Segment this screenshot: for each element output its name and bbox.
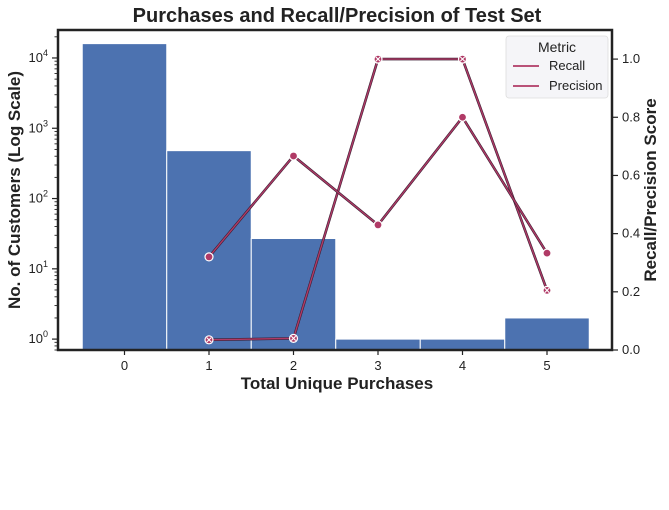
point-marker-precision [204, 252, 214, 262]
bars-layer [81, 43, 590, 351]
bar-1 [166, 150, 252, 351]
point-recall-3 [373, 54, 383, 64]
point-precision-4 [457, 112, 468, 122]
y-left-axis-title: No. of Customers (Log Scale) [5, 71, 24, 309]
point-x-b [290, 335, 297, 341]
point-marker-precision [542, 248, 552, 258]
legend: Metric Recall Precision [505, 35, 609, 99]
x-tick-label-1: 1 [205, 358, 212, 373]
series-line-precision-shadow [208, 115, 549, 258]
point-marker-precision [373, 220, 383, 230]
x-tick-label-5: 5 [543, 358, 550, 373]
y-right-axis-title: Recall/Precision Score [641, 98, 660, 281]
y-right-tick-label-0.0: 0.0 [622, 342, 640, 357]
point-recall-2 [288, 333, 299, 343]
y-left-tick-label-1e3: 103 [29, 118, 48, 135]
y-right-tick-label-0.8: 0.8 [622, 109, 640, 124]
y-right-tick-label-0.2: 0.2 [622, 284, 640, 299]
point-x-b [375, 56, 381, 62]
legend-title: Metric [538, 39, 576, 55]
x-tick-label-4: 4 [459, 358, 466, 373]
y-right-axis-ticks: 0.0 0.2 0.4 0.6 0.8 1.0 [612, 51, 640, 357]
y-left-axis-ticks: 100 101 102 103 104 [29, 36, 58, 351]
y-left-tick-label-1e4: 104 [29, 48, 48, 65]
y-right-tick-label-0.4: 0.4 [622, 226, 640, 241]
point-recall-1 [204, 335, 214, 345]
bar-2 [250, 238, 337, 351]
x-tick-label-0: 0 [121, 358, 128, 373]
bar-0 [81, 43, 168, 351]
point-precision-3 [373, 220, 383, 230]
series-line-precision [208, 116, 548, 258]
point-recall-4 [457, 54, 468, 64]
chart-title: Purchases and Recall/Precision of Test S… [133, 5, 542, 27]
point-precision-2 [288, 151, 299, 161]
legend-box [505, 35, 609, 99]
point-x-b [544, 287, 550, 293]
bar-3 [335, 338, 421, 351]
y-left-tick-label-1e1: 101 [29, 259, 48, 276]
point-x-b [459, 56, 466, 62]
y-right-tick-label-0.6: 0.6 [622, 167, 640, 182]
point-recall-5 [542, 285, 552, 295]
legend-label-recall: Recall [549, 58, 585, 73]
x-axis-ticks: 0 1 2 3 4 5 [121, 350, 551, 373]
y-right-tick-label-1.0: 1.0 [622, 51, 640, 66]
point-marker-precision [288, 151, 299, 161]
bar-5 [504, 317, 590, 351]
point-precision-5 [542, 248, 552, 258]
y-left-tick-label-1e2: 102 [29, 189, 48, 206]
bar-4 [419, 338, 506, 351]
x-tick-label-3: 3 [374, 358, 381, 373]
point-x-b [206, 337, 212, 343]
lines-layer [204, 54, 552, 345]
plot-frame [56, 28, 614, 352]
x-tick-label-2: 2 [290, 358, 297, 373]
y-left-tick-label-1e0: 100 [29, 329, 48, 346]
legend-label-precision: Precision [549, 78, 602, 93]
point-precision-1 [204, 252, 214, 262]
point-marker-precision [457, 112, 468, 122]
x-axis-title: Total Unique Purchases [241, 374, 433, 393]
